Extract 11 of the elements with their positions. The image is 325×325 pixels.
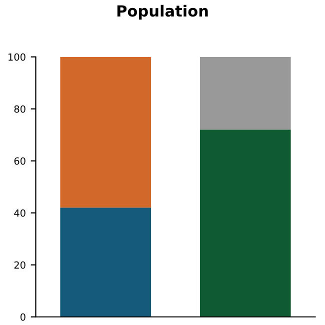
bar: [60, 56, 152, 208]
y-tick-label: 100: [8, 53, 26, 61]
y-tick-label: 40: [14, 209, 26, 217]
bar: [200, 130, 291, 317]
y-tick-label: 80: [14, 105, 26, 113]
chart-title: Population: [117, 4, 208, 20]
y-tick-label: 20: [14, 261, 26, 269]
y-tick-label: 0: [20, 313, 26, 321]
y-tick-label: 60: [14, 157, 26, 165]
bar: [200, 56, 291, 130]
bar: [60, 208, 152, 317]
